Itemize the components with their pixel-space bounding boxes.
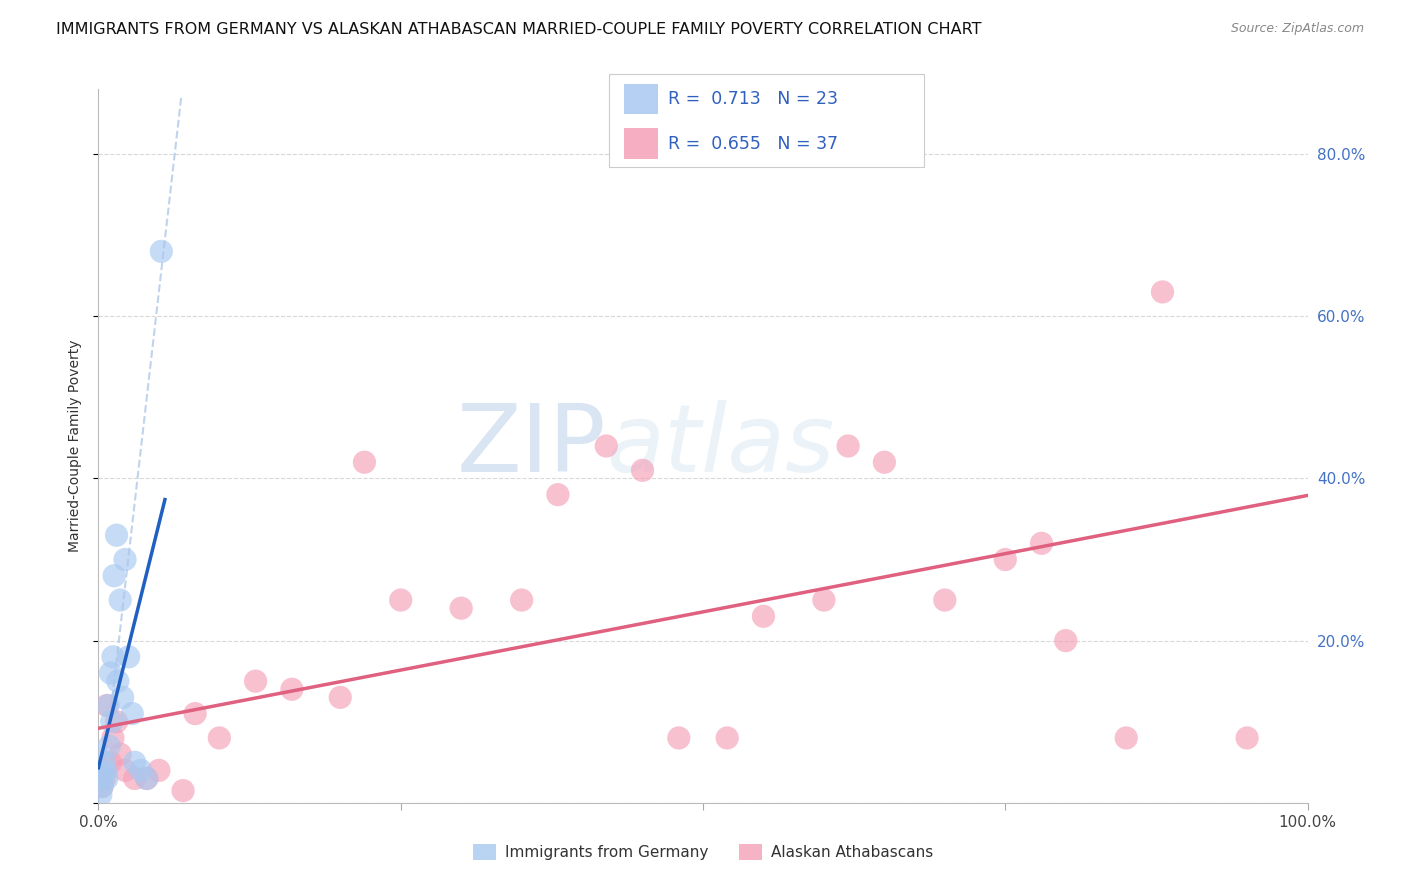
Point bbox=[150, 244, 173, 259]
Point bbox=[1054, 633, 1077, 648]
Point bbox=[93, 772, 115, 786]
Point bbox=[1115, 731, 1137, 745]
Point bbox=[96, 772, 118, 786]
Point bbox=[118, 649, 141, 664]
Point bbox=[994, 552, 1017, 566]
Point bbox=[124, 772, 146, 786]
Point bbox=[94, 764, 117, 778]
Point bbox=[547, 488, 569, 502]
Point bbox=[353, 455, 375, 469]
Point bbox=[389, 593, 412, 607]
Point bbox=[172, 783, 194, 797]
Point bbox=[108, 593, 131, 607]
Point bbox=[1152, 285, 1174, 299]
Point bbox=[245, 674, 267, 689]
Point bbox=[105, 528, 128, 542]
Point bbox=[1236, 731, 1258, 745]
Point bbox=[97, 698, 120, 713]
Point bbox=[90, 788, 112, 802]
Point bbox=[103, 568, 125, 582]
Point bbox=[631, 463, 654, 477]
Point bbox=[91, 780, 114, 794]
Point bbox=[1031, 536, 1053, 550]
Y-axis label: Married-Couple Family Poverty: Married-Couple Family Poverty bbox=[67, 340, 82, 552]
Point bbox=[91, 780, 114, 794]
Text: IMMIGRANTS FROM GERMANY VS ALASKAN ATHABASCAN MARRIED-COUPLE FAMILY POVERTY CORR: IMMIGRANTS FROM GERMANY VS ALASKAN ATHAB… bbox=[56, 22, 981, 37]
Point bbox=[101, 731, 124, 745]
Point bbox=[837, 439, 859, 453]
Point bbox=[91, 767, 114, 781]
Text: R =  0.655   N = 37: R = 0.655 N = 37 bbox=[668, 135, 838, 153]
Point bbox=[108, 747, 131, 761]
Point bbox=[93, 756, 115, 770]
Point bbox=[105, 714, 128, 729]
Point bbox=[121, 706, 143, 721]
Point bbox=[934, 593, 956, 607]
Point bbox=[595, 439, 617, 453]
Point bbox=[107, 674, 129, 689]
Point bbox=[98, 739, 121, 753]
Point bbox=[668, 731, 690, 745]
Point bbox=[96, 698, 118, 713]
Point bbox=[135, 772, 157, 786]
Point bbox=[329, 690, 352, 705]
Point bbox=[124, 756, 146, 770]
Point bbox=[135, 772, 157, 786]
Point bbox=[716, 731, 738, 745]
Legend: Immigrants from Germany, Alaskan Athabascans: Immigrants from Germany, Alaskan Athabas… bbox=[467, 838, 939, 866]
Point bbox=[101, 649, 124, 664]
Point bbox=[100, 756, 122, 770]
Point bbox=[510, 593, 533, 607]
Point bbox=[184, 706, 207, 721]
Point bbox=[129, 764, 152, 778]
Point bbox=[450, 601, 472, 615]
Point bbox=[100, 714, 122, 729]
Point bbox=[813, 593, 835, 607]
Point bbox=[873, 455, 896, 469]
Point bbox=[281, 682, 304, 697]
Point bbox=[111, 690, 134, 705]
Point bbox=[208, 731, 231, 745]
Point bbox=[114, 764, 136, 778]
Text: R =  0.713   N = 23: R = 0.713 N = 23 bbox=[668, 90, 838, 108]
Point bbox=[100, 666, 122, 681]
Text: ZIP: ZIP bbox=[457, 400, 606, 492]
Point bbox=[148, 764, 170, 778]
Text: atlas: atlas bbox=[606, 401, 835, 491]
Point bbox=[114, 552, 136, 566]
Text: Source: ZipAtlas.com: Source: ZipAtlas.com bbox=[1230, 22, 1364, 36]
Point bbox=[752, 609, 775, 624]
